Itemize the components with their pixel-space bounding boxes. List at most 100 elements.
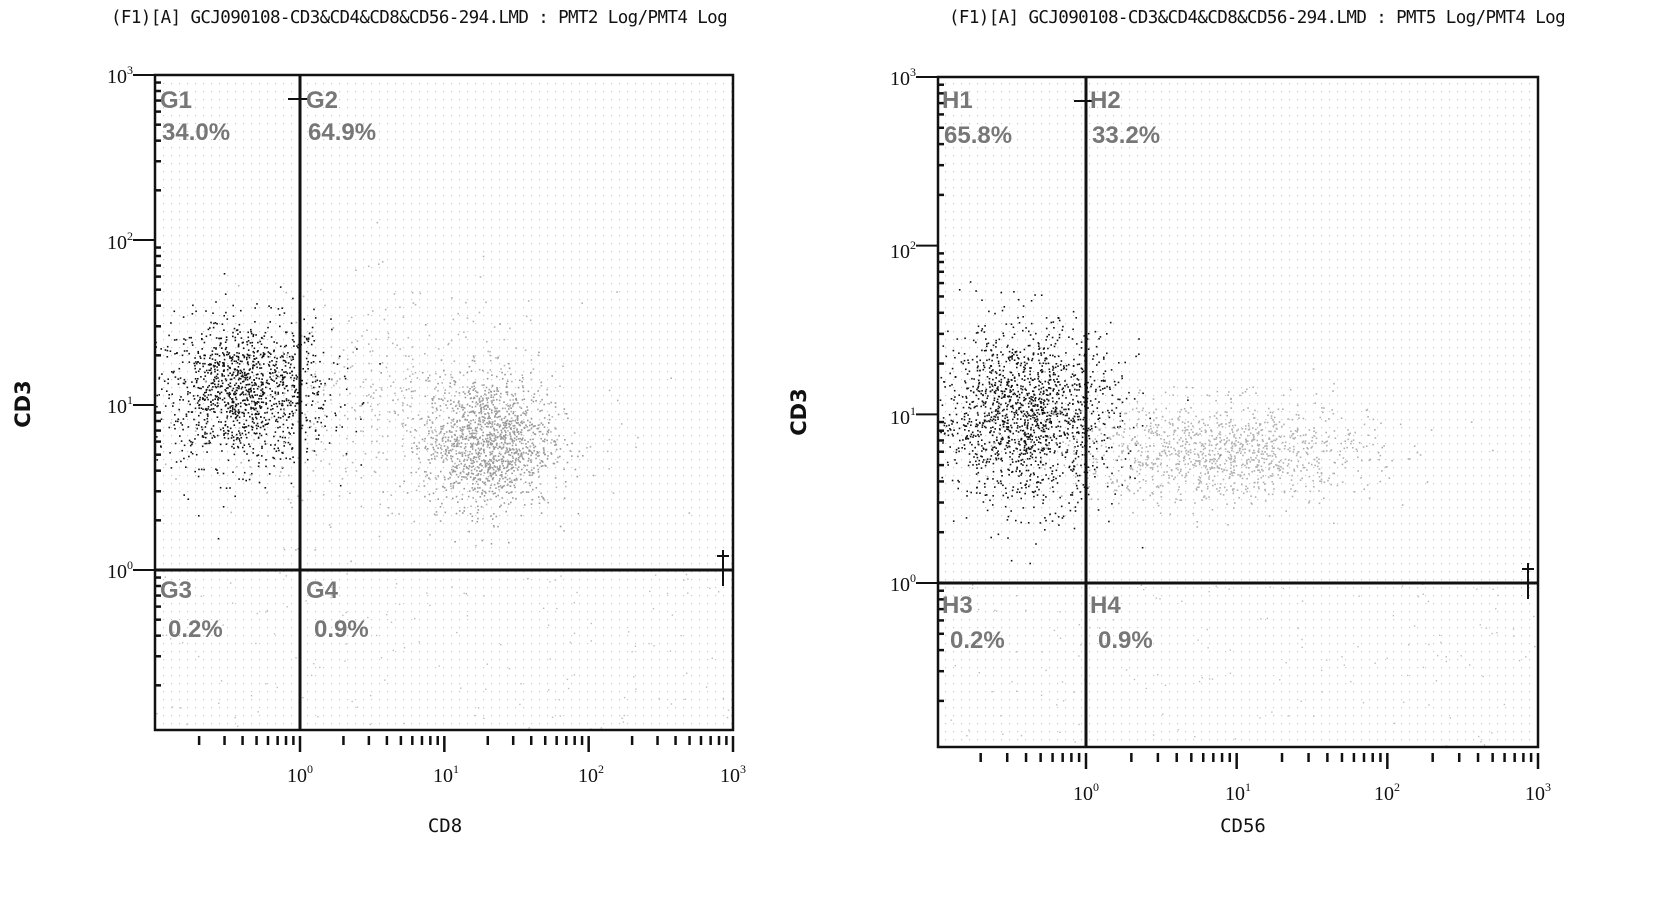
data-point <box>219 361 221 363</box>
data-point <box>1034 420 1036 422</box>
data-point <box>256 402 258 405</box>
data-point <box>986 376 989 378</box>
data-point <box>275 420 277 422</box>
data-point <box>294 389 297 392</box>
data-point <box>244 430 246 432</box>
data-point <box>198 424 200 426</box>
data-point <box>265 683 267 685</box>
data-point <box>210 404 213 406</box>
data-point <box>224 424 227 426</box>
data-point <box>1075 484 1078 487</box>
data-point <box>953 399 955 401</box>
data-point <box>223 365 225 367</box>
data-point <box>1021 388 1024 391</box>
data-point <box>502 443 505 446</box>
data-point <box>1032 414 1034 416</box>
data-point <box>199 398 201 401</box>
data-point <box>173 339 176 341</box>
data-point <box>1113 412 1115 414</box>
data-point <box>501 474 503 476</box>
data-point <box>1011 489 1014 492</box>
data-point <box>367 265 370 268</box>
data-point <box>1190 428 1193 431</box>
data-point <box>975 464 978 466</box>
data-point <box>490 466 492 469</box>
data-point <box>1045 439 1048 441</box>
data-point <box>976 388 978 391</box>
data-point <box>186 723 188 726</box>
data-point <box>285 457 287 460</box>
data-point <box>1049 415 1052 417</box>
data-point <box>500 460 503 463</box>
data-point <box>239 402 242 404</box>
data-point <box>523 398 526 400</box>
data-point <box>1052 478 1055 481</box>
data-point <box>493 513 495 515</box>
data-point <box>487 426 489 428</box>
data-point <box>284 436 286 439</box>
data-point <box>456 458 459 460</box>
data-point <box>464 454 467 457</box>
data-point <box>493 526 495 528</box>
data-point <box>942 345 945 347</box>
data-point <box>429 374 431 377</box>
data-point <box>998 406 1001 409</box>
data-point <box>1092 465 1094 467</box>
data-point <box>466 478 468 480</box>
data-point <box>1061 517 1064 519</box>
data-point <box>356 348 358 350</box>
data-point <box>1027 344 1030 347</box>
data-point <box>199 396 201 399</box>
data-point <box>264 412 266 414</box>
data-point <box>230 378 233 381</box>
data-point <box>403 397 406 399</box>
data-point <box>963 359 966 362</box>
data-point <box>237 373 239 375</box>
data-point <box>1096 364 1098 366</box>
data-point <box>415 445 418 447</box>
data-point <box>257 373 259 376</box>
data-point <box>254 307 256 309</box>
data-point <box>470 469 473 472</box>
data-point <box>1018 408 1020 411</box>
data-point <box>1125 397 1128 400</box>
data-point <box>290 502 292 504</box>
data-point <box>202 365 204 368</box>
data-point <box>446 459 449 461</box>
data-point <box>1107 409 1109 412</box>
data-point <box>551 716 554 718</box>
data-point <box>381 435 384 438</box>
data-point <box>1031 453 1034 456</box>
data-point <box>217 396 220 399</box>
data-point <box>496 398 498 401</box>
data-point <box>306 447 309 450</box>
data-point <box>481 384 483 386</box>
data-point <box>213 410 215 413</box>
data-point <box>483 384 485 386</box>
data-point <box>447 436 450 439</box>
data-point <box>232 405 234 407</box>
data-point <box>1144 429 1146 431</box>
data-point <box>1019 429 1022 432</box>
data-point <box>441 425 444 428</box>
data-point <box>469 427 472 430</box>
data-point <box>264 443 267 445</box>
data-point <box>494 455 497 457</box>
data-point <box>515 460 517 462</box>
data-point <box>940 431 942 434</box>
data-point <box>324 384 327 386</box>
data-point <box>259 432 261 435</box>
data-point <box>286 404 289 407</box>
data-point <box>543 499 546 502</box>
data-point <box>995 414 997 416</box>
data-point <box>296 376 298 378</box>
data-point <box>492 457 494 460</box>
data-point <box>254 394 256 396</box>
data-point <box>1023 449 1025 451</box>
data-point <box>408 355 410 358</box>
data-point <box>590 622 592 625</box>
data-point <box>502 438 505 440</box>
data-point <box>366 329 368 332</box>
data-point <box>975 341 977 344</box>
data-point <box>529 424 531 427</box>
